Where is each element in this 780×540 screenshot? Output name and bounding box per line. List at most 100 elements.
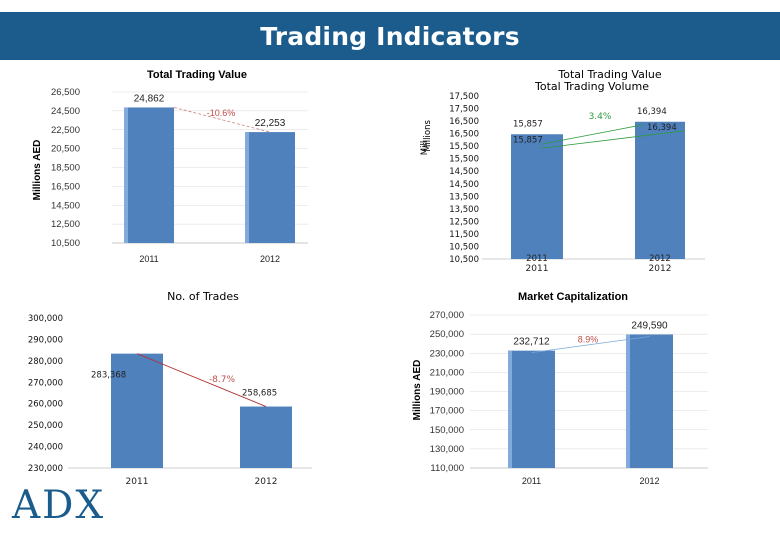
bar-highlight xyxy=(124,107,128,244)
y-tick-label: 240,000 xyxy=(28,443,63,453)
data-label: 24,862 xyxy=(134,93,165,104)
bar-2012 xyxy=(635,121,685,259)
mcap-chart-bars: 2011 2012 232,712 249,590 8.9% xyxy=(508,321,673,486)
y-tick-label: 12,500 xyxy=(449,217,479,227)
market-capitalization-chart: Market Capitalization Millions AED 110,0… xyxy=(412,291,708,486)
volume-chart-bars: 2011 2012 15,857 16,394 15,857 2011 16,394 2012… xyxy=(511,107,686,274)
bar-highlight xyxy=(626,334,630,468)
y-tick-label: 13,500 xyxy=(449,205,479,215)
y-tick-label: 150,000 xyxy=(430,425,464,436)
value-chart-bars: 2011 2012 24,862 22,253 -10.6% xyxy=(124,93,295,264)
change-percent-label: 8.9% xyxy=(578,335,599,345)
y-tick-label: 260,000 xyxy=(28,400,63,410)
change-line xyxy=(540,124,644,145)
change-line xyxy=(136,353,267,407)
bar-2011 xyxy=(111,353,163,468)
volume-chart-y-ticks: 10,500 10,500 11,500 12,500 13,500 13,500 14,5… xyxy=(449,92,705,265)
category-label: 2011 xyxy=(139,254,158,264)
data-label: 232,712 xyxy=(513,337,550,348)
y-tick-label: 280,000 xyxy=(28,357,63,367)
volume-chart-title-2: Total Trading Volume xyxy=(534,80,649,93)
y-tick-label: 14,500 xyxy=(51,200,80,211)
bar-2011 xyxy=(511,134,563,259)
y-tick-label: 11,500 xyxy=(449,230,479,240)
change-percent-label: -10.6% xyxy=(207,108,236,118)
data-label: 15,857 xyxy=(513,119,543,129)
bar-2012 xyxy=(245,132,295,243)
y-tick-label: 300,000 xyxy=(28,314,63,324)
category-label: 2012 xyxy=(649,264,672,274)
title-banner: Trading Indicators xyxy=(0,12,780,60)
y-tick-label: 15,500 xyxy=(449,155,479,165)
y-tick-label: 230,000 xyxy=(28,464,63,474)
y-tick-label: 26,500 xyxy=(51,87,80,98)
bar-highlight xyxy=(508,350,512,468)
y-tick-label: 14,500 xyxy=(449,180,479,190)
category-label: 2012 xyxy=(639,476,659,486)
bar-2011 xyxy=(124,107,174,244)
category-label: 2012 xyxy=(255,477,278,487)
data-label: 16,394 xyxy=(637,107,667,117)
volume-chart-title-1: Total Trading Value xyxy=(557,68,661,81)
volume-chart-ylabel: Millions xyxy=(423,120,433,152)
y-tick-label: 130,000 xyxy=(430,444,464,455)
data-label: 283,368 xyxy=(91,371,126,381)
trades-chart-title: No. of Trades xyxy=(167,290,239,303)
y-tick-label: 10,500 xyxy=(449,242,479,252)
y-tick-label: 170,000 xyxy=(430,406,464,417)
bar-2012 xyxy=(626,334,673,468)
y-tick-label: 17,500 xyxy=(449,105,479,115)
y-tick-label: 16,500 xyxy=(449,130,479,140)
adx-logo: ADX xyxy=(12,483,106,528)
change-line xyxy=(173,107,271,133)
mcap-chart-title: Market Capitalization xyxy=(518,291,628,303)
total-trading-volume-chart: Total Trading Value Total Trading Volume… xyxy=(420,68,705,274)
y-tick-label: 16,500 xyxy=(449,117,479,127)
volume-chart-ylabel-overlap: Mill xyxy=(420,141,430,155)
category-label-overlap: 2011 xyxy=(526,254,548,264)
y-tick-label: 10,500 xyxy=(51,238,80,249)
data-label: 249,590 xyxy=(631,321,668,332)
category-label-overlap: 2012 xyxy=(649,254,671,264)
value-chart-title: Total Trading Value xyxy=(147,69,247,81)
data-label-overlap: 16,394 xyxy=(647,123,677,133)
trades-chart-bars: 2011 2012 283,368 258,685 -8.7% xyxy=(91,353,292,487)
bar-highlight xyxy=(245,132,249,243)
page-title: Trading Indicators xyxy=(260,21,520,51)
y-tick-label: 250,000 xyxy=(430,329,464,340)
y-tick-label: 110,000 xyxy=(430,463,464,474)
y-tick-label: 270,000 xyxy=(430,310,464,321)
y-tick-label: 10,500 xyxy=(449,255,479,265)
y-tick-label: 18,500 xyxy=(51,163,80,174)
bar-2012 xyxy=(240,406,292,468)
y-tick-label: 250,000 xyxy=(28,421,63,431)
category-label: 2011 xyxy=(522,476,541,486)
category-label: 2011 xyxy=(126,477,149,487)
change-percent-label: 3.4% xyxy=(589,112,612,122)
change-line xyxy=(531,336,650,354)
change-line-secondary xyxy=(540,130,686,149)
total-trading-value-chart: Total Trading Value Millions AED 10,500 1… xyxy=(32,69,308,264)
y-tick-label: 17,500 xyxy=(449,92,479,102)
y-tick-label: 12,500 xyxy=(51,219,80,230)
value-chart-ylabel: Millions AED xyxy=(32,140,43,201)
y-tick-label: 22,500 xyxy=(51,125,80,136)
y-tick-label: 24,500 xyxy=(51,106,80,117)
bar-2011 xyxy=(508,350,555,468)
category-label: 2011 xyxy=(526,264,549,274)
y-tick-label: 210,000 xyxy=(430,367,464,378)
number-of-trades-chart: No. of Trades 230,000 240,000 250,000 260,0… xyxy=(28,290,312,487)
y-tick-label: 20,500 xyxy=(51,144,80,155)
data-label: 22,253 xyxy=(255,118,286,129)
y-tick-label: 15,500 xyxy=(449,142,479,152)
mcap-chart-ylabel: Millions AED xyxy=(412,360,423,421)
y-tick-label: 190,000 xyxy=(430,387,464,398)
data-label: 258,685 xyxy=(242,389,277,399)
trades-chart-y-ticks: 230,000 240,000 250,000 260,000 270,000 280,0… xyxy=(28,314,312,474)
y-tick-label: 290,000 xyxy=(28,335,63,345)
y-tick-label: 14,500 xyxy=(449,167,479,177)
change-percent-label: -8.7% xyxy=(209,375,236,385)
data-label-overlap: 15,857 xyxy=(513,135,543,145)
category-label: 2012 xyxy=(260,254,280,264)
